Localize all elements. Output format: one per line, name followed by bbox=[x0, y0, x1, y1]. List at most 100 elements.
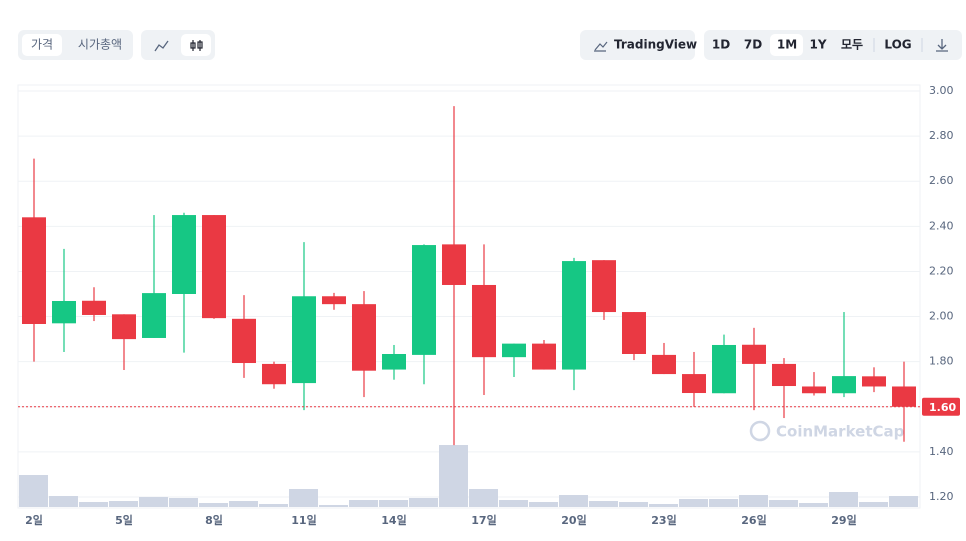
range[interactable]: 모두 bbox=[841, 38, 863, 52]
current-price-label: 1.60 bbox=[929, 401, 956, 414]
download-icon[interactable] bbox=[936, 39, 948, 52]
x-tick-label: 20일 bbox=[561, 513, 586, 527]
volume-bar bbox=[379, 500, 408, 507]
candle-body bbox=[52, 300, 76, 324]
candle-body bbox=[382, 353, 406, 370]
volume-bar bbox=[49, 496, 78, 507]
toolbar: 가격 시가총액 TradingView 1D 7D 1M 1Y 모두 LOG bbox=[18, 30, 962, 60]
tab[interactable]: 시가총액 bbox=[78, 38, 122, 52]
log-toggle[interactable]: LOG bbox=[884, 38, 911, 52]
tab-selected[interactable] bbox=[22, 34, 62, 56]
volume-bar bbox=[649, 504, 678, 507]
volume-bar bbox=[199, 503, 228, 507]
watermark-text: CoinMarketCap bbox=[776, 423, 905, 441]
tradingview-label[interactable]: TradingView bbox=[614, 38, 697, 52]
volume-bar bbox=[79, 502, 108, 507]
volume-bar bbox=[679, 499, 708, 507]
volume-bar bbox=[409, 498, 438, 507]
volume-bar bbox=[289, 489, 318, 507]
range[interactable]: 7D bbox=[744, 38, 762, 52]
candle-body bbox=[832, 376, 856, 394]
candle-body bbox=[202, 215, 226, 319]
volume-bar bbox=[319, 505, 348, 507]
candle-body bbox=[682, 374, 706, 394]
volume-bar bbox=[799, 503, 828, 507]
volume-bar bbox=[829, 492, 858, 507]
volume-bar bbox=[169, 498, 198, 507]
volume-bar bbox=[769, 500, 798, 507]
current-price-box bbox=[922, 397, 960, 416]
candle-body bbox=[352, 304, 376, 371]
volume-bar bbox=[709, 499, 738, 507]
y-tick-label: 2.00 bbox=[929, 310, 954, 323]
candle-body bbox=[442, 244, 466, 285]
candle-body bbox=[772, 363, 796, 387]
volume-bar bbox=[139, 497, 168, 507]
x-tick-label: 5일 bbox=[115, 513, 133, 527]
candle-body bbox=[622, 312, 646, 354]
tradingview-button[interactable] bbox=[580, 30, 695, 60]
y-tick-label: 2.60 bbox=[929, 174, 954, 187]
candle-icon[interactable] bbox=[190, 40, 203, 51]
candle-body bbox=[172, 215, 196, 294]
volume-bar bbox=[109, 501, 138, 507]
volume-bar bbox=[859, 502, 888, 507]
range[interactable]: 1Y bbox=[809, 38, 826, 52]
volume-bar bbox=[589, 501, 618, 507]
candle-body bbox=[112, 314, 136, 340]
x-tick-label: 2일 bbox=[25, 513, 43, 527]
x-tick-label: 29일 bbox=[831, 513, 856, 527]
y-tick-label: 1.20 bbox=[929, 490, 954, 503]
range[interactable]: 1D bbox=[712, 38, 730, 52]
candle-selected[interactable] bbox=[181, 34, 211, 56]
candle-body bbox=[532, 343, 556, 370]
range[interactable]: 1M bbox=[777, 38, 797, 52]
candle-body bbox=[712, 344, 736, 394]
y-tick-label: 2.20 bbox=[929, 264, 954, 277]
volume-bar bbox=[229, 501, 258, 507]
x-tick-label: 11일 bbox=[291, 513, 316, 527]
candle-body bbox=[892, 386, 916, 407]
candle-body bbox=[412, 245, 436, 355]
candle-body bbox=[22, 217, 46, 324]
watermark: CoinMarketCap bbox=[749, 420, 905, 442]
plot-frame bbox=[17, 84, 921, 509]
x-tick-label: 14일 bbox=[381, 513, 406, 527]
volume-bar bbox=[529, 502, 558, 507]
y-tick-label: 1.80 bbox=[929, 355, 954, 368]
candle-body bbox=[592, 260, 616, 313]
y-tick-label: 2.80 bbox=[929, 129, 954, 142]
y-tick-label: 2.40 bbox=[929, 219, 954, 232]
x-tick-label: 23일 bbox=[651, 513, 676, 527]
candle-body bbox=[292, 296, 316, 384]
tv-icon bbox=[594, 41, 608, 52]
candle-body bbox=[862, 376, 886, 387]
candle-body bbox=[82, 300, 106, 315]
candle-body bbox=[802, 386, 826, 394]
y-tick-label: 1.40 bbox=[929, 445, 954, 458]
volume-bar bbox=[889, 496, 918, 507]
x-tick-label: 8일 bbox=[205, 513, 223, 527]
range-selected[interactable] bbox=[770, 34, 803, 56]
volume-bar bbox=[619, 502, 648, 507]
volume-bar bbox=[559, 495, 588, 507]
volume-bar bbox=[499, 500, 528, 507]
tab[interactable]: 가격 bbox=[31, 38, 53, 52]
candle-body bbox=[262, 363, 286, 385]
candle-body bbox=[142, 293, 166, 338]
range-group bbox=[704, 30, 962, 60]
line-icon[interactable] bbox=[154, 40, 169, 52]
candle-body bbox=[652, 354, 676, 375]
volume-bar bbox=[259, 504, 288, 507]
volume-bar bbox=[469, 489, 498, 507]
candle-body bbox=[742, 344, 766, 364]
y-tick-label: 3.00 bbox=[929, 84, 954, 97]
x-tick-label: 26일 bbox=[741, 513, 766, 527]
volume-bar bbox=[739, 495, 768, 507]
candle-body bbox=[562, 261, 586, 370]
candle-body bbox=[472, 284, 496, 358]
volume-bar bbox=[19, 475, 48, 507]
candle-body bbox=[322, 296, 346, 305]
